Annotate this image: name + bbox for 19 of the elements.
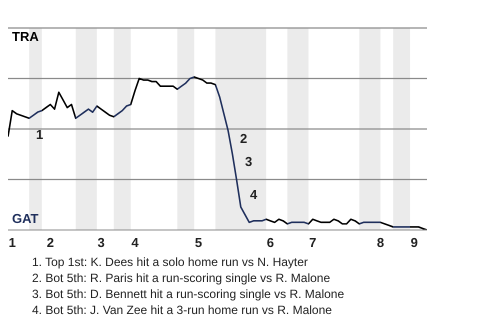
text: 2. Bot 5th: R. Paris hit a run-scoring single vs R. Malone (32, 270, 332, 286)
text: TRA (12, 29, 39, 44)
x-tick-label: 1 (8, 235, 16, 250)
text: 4. Bot 5th: J. Van Zee hit a 3-run home run vs R. Malone (32, 302, 333, 318)
annotation: 4 (250, 187, 258, 202)
x-tick-label: 7 (309, 235, 316, 250)
text: 3. Bot 5th: D. Bennett hit a run-scoring single vs R. Malone (32, 286, 346, 302)
x-tick-label: 6 (266, 235, 274, 250)
x-tick-label: 4 (131, 235, 140, 250)
text: 1. Top 1st: K. Dees hit a solo home run vs N. Hayter (32, 254, 309, 270)
x-tick-label: 5 (194, 235, 202, 250)
annotation: 1 (36, 127, 44, 142)
annotation: 2 (240, 131, 248, 146)
annotation: 3 (245, 154, 252, 169)
annotation: GAT (12, 211, 38, 226)
x-tick-label: 3 (97, 235, 105, 250)
x-tick-label: 8 (376, 235, 384, 250)
x-tick-label: 9 (410, 235, 418, 250)
x-tick-label: 2 (46, 235, 54, 250)
